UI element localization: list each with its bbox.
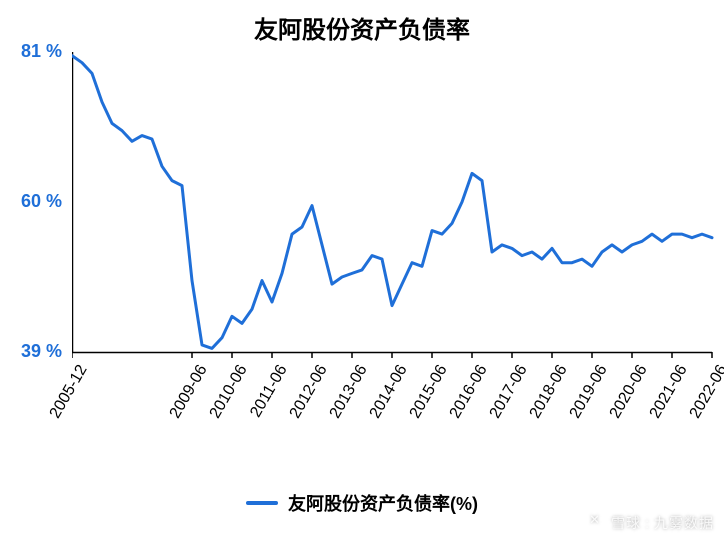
y-tick-label: 81 % xyxy=(0,41,62,62)
watermark-sep: : xyxy=(645,515,650,531)
axes xyxy=(72,52,712,353)
x-tick-label: 2009-06 xyxy=(167,362,212,422)
watermark-icon xyxy=(585,512,607,534)
watermark-text-b: 九雾数据 xyxy=(654,513,714,533)
watermark-text-a: 雪球 xyxy=(611,513,641,533)
x-tick-label: 2018-06 xyxy=(527,362,572,422)
x-tick-label: 2011-06 xyxy=(247,362,291,421)
x-tick-label: 2005-12 xyxy=(47,362,92,422)
x-tick-label: 2021-06 xyxy=(647,362,692,422)
series-line xyxy=(72,56,712,349)
watermark: 雪球 : 九雾数据 xyxy=(585,512,714,534)
y-tick-label: 60 % xyxy=(0,191,62,212)
chart-container: 友阿股份资产负债率 81 %60 %39 % 2005-122009-06201… xyxy=(0,0,724,540)
chart-title: 友阿股份资产负债率 xyxy=(0,10,724,45)
legend-swatch xyxy=(246,501,278,505)
x-tick-label: 2010-06 xyxy=(207,362,252,422)
x-tick-label: 2020-06 xyxy=(607,362,652,422)
y-tick-label: 39 % xyxy=(0,341,62,362)
x-tick-label: 2015-06 xyxy=(407,362,452,422)
x-tick-label: 2013-06 xyxy=(327,362,372,422)
x-tick-label: 2017-06 xyxy=(487,362,532,422)
x-tick-label: 2014-06 xyxy=(367,362,412,422)
x-tick-label: 2016-06 xyxy=(447,362,492,422)
x-tick-label: 2012-06 xyxy=(287,362,332,422)
x-tick-label: 2022-06 xyxy=(687,362,724,422)
line-chart-plot xyxy=(72,52,724,364)
x-tick-label: 2019-06 xyxy=(567,362,612,422)
legend-label: 友阿股份资产负债率(%) xyxy=(288,490,478,516)
